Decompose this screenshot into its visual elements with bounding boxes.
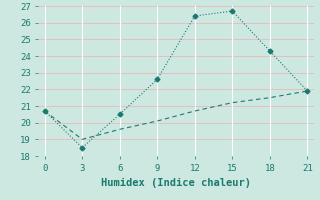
X-axis label: Humidex (Indice chaleur): Humidex (Indice chaleur) <box>101 178 251 188</box>
